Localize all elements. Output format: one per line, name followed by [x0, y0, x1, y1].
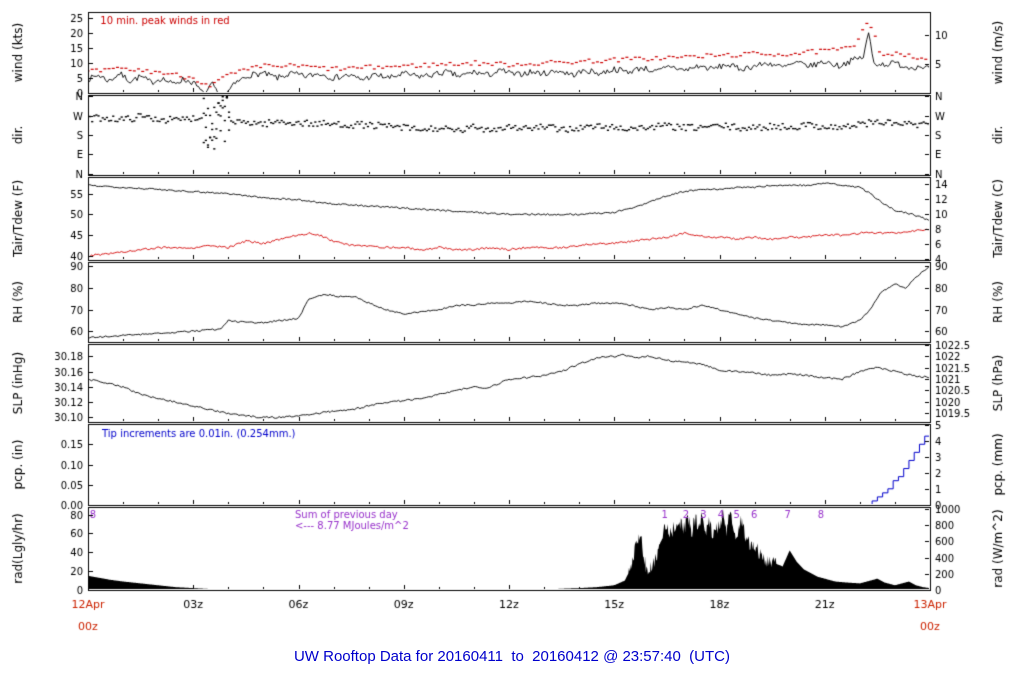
chart-title: UW Rooftop Data for 20160411 to 20160412…: [293, 648, 731, 665]
chart-canvas: [0, 0, 1024, 645]
